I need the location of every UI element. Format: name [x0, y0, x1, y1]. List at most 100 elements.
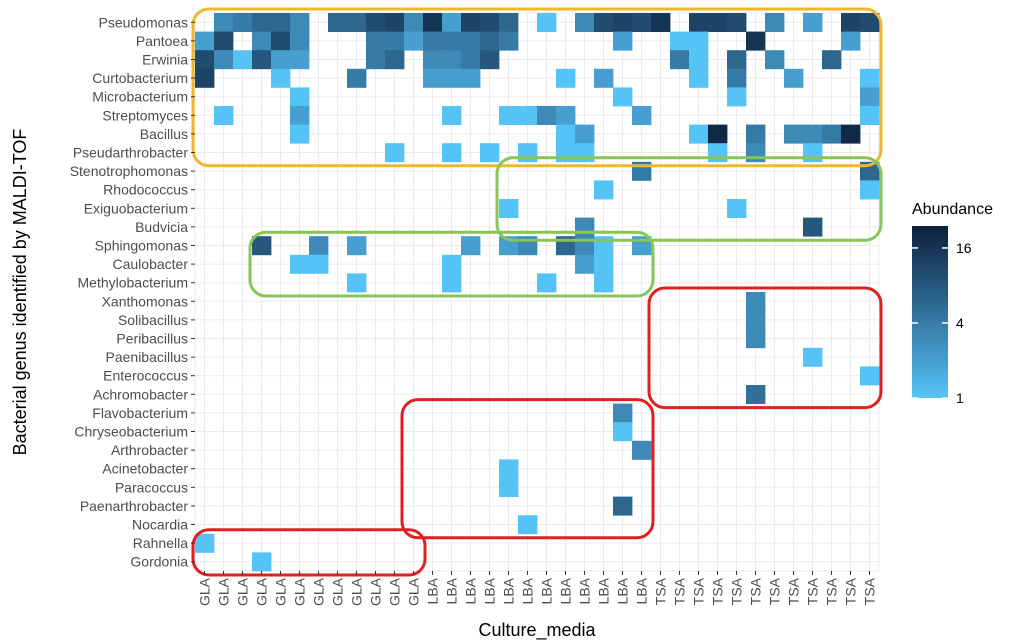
x-tick-label: GLA [330, 577, 346, 606]
heatmap-cell [841, 124, 861, 144]
heatmap-cell [347, 273, 367, 293]
heatmap-cell [613, 13, 633, 32]
heatmap-cell [822, 50, 842, 70]
y-tick-label: Arthrobacter [111, 442, 188, 458]
heatmap-cell [195, 68, 215, 88]
heatmap-cell [746, 310, 766, 330]
heatmap-cell [347, 68, 367, 88]
x-tick-labels: GLA GLA GLA GLA GLA GLA GLA GLA GLA GLA GLA GLA LBA L… [197, 571, 878, 606]
heatmap-cell [860, 366, 880, 386]
heatmap-cell [442, 143, 462, 163]
heatmap-cell [366, 13, 386, 32]
heatmap-cell [727, 87, 747, 107]
heatmap-cell [822, 124, 842, 144]
heatmap-cell [594, 13, 614, 32]
y-tick-label: Curtobacterium [92, 70, 188, 86]
heatmap-cell [556, 143, 576, 163]
heatmap-cell [480, 13, 500, 32]
highlight-group-outline [248, 230, 655, 298]
heatmap-cell [518, 515, 538, 535]
heatmap-cell [404, 31, 424, 51]
x-tick-label: LBA [501, 577, 517, 604]
legend-tick-label: 1 [956, 390, 964, 406]
x-tick-label: LBA [444, 577, 460, 604]
heatmap-cell [442, 50, 462, 70]
heatmap-cell [252, 50, 272, 70]
legend-colorbar [912, 226, 948, 398]
heatmap-cell [670, 50, 690, 70]
x-tick-label: TSA [786, 577, 802, 605]
x-tick-label: GLA [349, 577, 365, 606]
heatmap-cell [309, 254, 329, 274]
heatmap-cells [195, 13, 880, 572]
y-tick-label: Acinetobacter [102, 461, 188, 477]
heatmap-cell [632, 13, 652, 32]
heatmap-cell [195, 533, 215, 553]
heatmap-cell [290, 87, 310, 107]
x-tick-label: LBA [558, 577, 574, 604]
heatmap-cell [860, 13, 880, 32]
heatmap-cell [746, 329, 766, 349]
y-tick-label: Paracoccus [115, 479, 188, 495]
heatmap-cell [480, 50, 500, 70]
heatmap-cell [461, 68, 481, 88]
y-tick-label: Pseudarthrobacter [73, 145, 189, 161]
heatmap-cell [252, 236, 272, 256]
y-tick-label: Microbacterium [92, 89, 188, 105]
heatmap-cell [575, 124, 595, 144]
heatmap-cell [803, 124, 823, 144]
heatmap-cell [632, 106, 652, 125]
heatmap-cell [404, 13, 424, 32]
heatmap-cell [575, 254, 595, 274]
heatmap-cell [841, 13, 861, 32]
x-tick-label: GLA [216, 577, 232, 606]
y-tick-label: Nocardia [132, 517, 188, 533]
heatmap-cell [214, 31, 234, 51]
heatmap-cell [480, 31, 500, 51]
heatmap-cell [518, 106, 538, 125]
heatmap-cell [366, 50, 386, 70]
x-tick-label: TSA [729, 577, 745, 605]
heatmap-cell [746, 292, 766, 311]
heatmap-cell [575, 143, 595, 163]
heatmap-cell [499, 13, 519, 32]
heatmap-cell [594, 180, 614, 200]
heatmap-cell [708, 124, 728, 144]
y-tick-label: Rahnella [133, 535, 188, 551]
x-tick-label: LBA [539, 577, 555, 604]
heatmap-cell [765, 13, 785, 32]
heatmap-cell [271, 50, 291, 70]
heatmap-cell [366, 31, 386, 51]
heatmap-cell [499, 31, 519, 51]
x-tick-label: LBA [463, 577, 479, 604]
heatmap-cell [613, 87, 633, 107]
heatmap-cell [347, 236, 367, 256]
heatmap-cell [803, 143, 823, 163]
x-tick-label: GLA [406, 577, 422, 606]
x-tick-label: LBA [425, 577, 441, 604]
heatmap-cell [461, 50, 481, 70]
x-tick-label: TSA [862, 577, 878, 605]
heatmap-cell [499, 459, 519, 479]
heatmap-cell [784, 124, 804, 144]
y-tick-label: Pseudomonas [98, 14, 188, 30]
heatmap-cell [613, 403, 633, 423]
y-tick-label: Stenotrophomonas [70, 163, 188, 179]
heatmap-cell [214, 13, 234, 32]
y-tick-label: Streptomyces [102, 107, 188, 123]
heatmap-cell [423, 68, 443, 88]
legend-tick-label: 4 [956, 315, 964, 331]
highlight-group-outline [191, 7, 883, 168]
heatmap-cell [499, 106, 519, 125]
x-tick-label: TSA [691, 577, 707, 605]
heatmap-cell [290, 31, 310, 51]
heatmap-cell [708, 143, 728, 163]
y-tick-label: Xanthomonas [102, 293, 188, 309]
y-tick-label: Budvicia [135, 219, 188, 235]
y-tick-label: Flavobacterium [92, 405, 188, 421]
heatmap-cell [385, 13, 405, 32]
heatmap-cell [594, 273, 614, 293]
heatmap-cell [860, 180, 880, 200]
heatmap-cell [613, 496, 633, 516]
